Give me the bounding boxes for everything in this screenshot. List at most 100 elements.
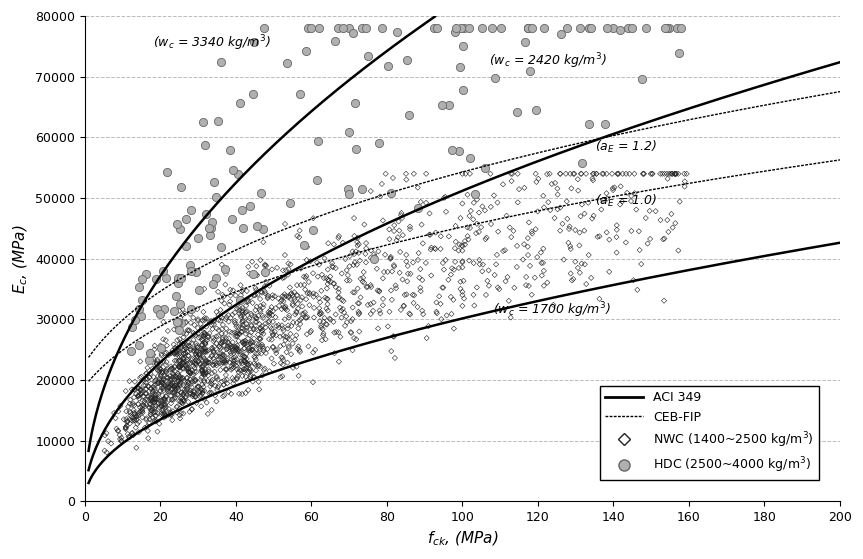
Point [332,231,346,240]
Point [143,369,157,378]
Point [310,258,324,267]
Point [221,338,235,347]
Point [210,339,224,348]
Point [162,395,176,404]
Point [609,233,623,241]
Point [153,361,167,370]
Point [287,363,300,372]
Point [572,241,586,250]
Text: ($w_c$ = 1700 kg/m$^3$): ($w_c$ = 1700 kg/m$^3$) [493,300,610,320]
Point [197,382,211,391]
Point [250,221,264,230]
Point [259,277,273,286]
Point [293,226,306,235]
Point [276,266,290,275]
Point [165,395,179,404]
Point [133,391,147,400]
Point [236,286,249,295]
Point [237,364,251,373]
Point [272,301,286,310]
Point [140,368,154,377]
Point [172,385,186,394]
Point [201,333,215,342]
Point [219,324,233,333]
Point [541,198,555,207]
Point [243,269,256,278]
Point [243,314,256,323]
Point [172,390,186,399]
Point [372,286,386,295]
Point [244,339,258,348]
Point [160,365,173,374]
Point [343,190,356,199]
Point [252,377,266,386]
Point [151,366,165,375]
Point [511,198,525,207]
Point [249,283,262,292]
Point [185,382,198,391]
Point [388,281,402,290]
Point [172,343,186,352]
Point [614,182,627,191]
Point [389,284,403,293]
Point [188,377,202,386]
Point [470,219,484,228]
Point [240,324,254,333]
Point [512,184,526,193]
Point [201,358,215,367]
Point [132,385,146,394]
Point [235,323,249,332]
Point [504,313,518,322]
Point [590,233,604,241]
Point [262,317,276,326]
Point [183,367,197,376]
Point [161,387,174,396]
Point [125,413,139,421]
Point [154,365,168,374]
Point [192,286,206,295]
Point [130,419,144,428]
Point [171,369,185,378]
Point [164,409,178,418]
Point [373,306,387,315]
Point [162,383,176,392]
Point [202,224,216,233]
Point [216,320,230,329]
Point [384,286,398,295]
Point [414,287,428,296]
Point [231,337,245,345]
Point [119,407,133,416]
Point [267,359,280,368]
Point [624,197,638,206]
Point [191,315,205,324]
Point [352,299,366,308]
Point [602,267,616,276]
Point [198,369,211,378]
Point [246,299,260,307]
Point [274,296,288,305]
Point [448,257,462,266]
Point [153,419,167,428]
Point [244,321,258,330]
Point [324,277,337,286]
Point [586,174,600,183]
Point [281,293,295,302]
Point [255,326,269,335]
Point [663,24,677,33]
Point [285,321,299,330]
Point [185,339,198,348]
Point [166,369,180,378]
Point [610,225,624,234]
Point [141,375,154,383]
Point [255,326,268,335]
Point [160,373,173,382]
Point [193,353,207,362]
Point [632,227,646,236]
Point [627,276,640,285]
Point [185,356,198,364]
Point [669,169,683,178]
Point [583,24,596,33]
Point [377,268,391,277]
Point [173,335,186,344]
Point [148,385,161,394]
